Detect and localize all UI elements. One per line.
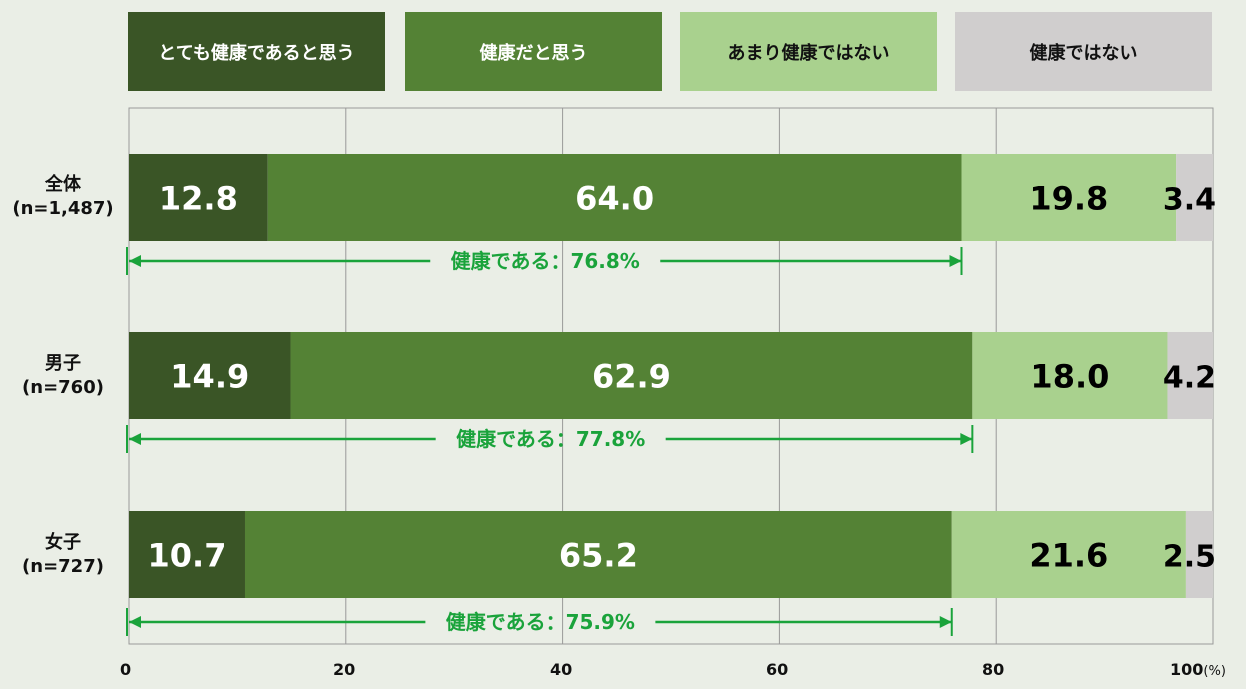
legend-label: 健康だと思う — [479, 42, 588, 64]
legend-item-not-healthy: 健康ではない — [955, 12, 1212, 91]
data-label: 65.2 — [559, 537, 638, 575]
x-tick-label-20: 20 — [333, 660, 356, 679]
bar-segment — [961, 154, 1177, 241]
data-label: 18.0 — [1030, 358, 1109, 396]
data-label: 14.9 — [170, 358, 249, 396]
data-label: 64.0 — [575, 180, 654, 218]
bar-segment — [1167, 332, 1213, 419]
annotation-arrowhead-right — [960, 433, 973, 445]
legend-label: あまり健康ではない — [727, 42, 890, 64]
legend-item-healthy: 健康だと思う — [405, 12, 662, 91]
annotation-arrowhead-right — [939, 616, 952, 628]
data-label: 62.9 — [592, 358, 671, 396]
annotation-label: 健康である：77.8% — [456, 427, 645, 451]
bar-segment — [290, 332, 973, 419]
data-label: 19.8 — [1029, 180, 1108, 218]
legend-item-very-healthy: とても健康であると思う — [128, 12, 385, 91]
x-axis-unit: (%) — [1203, 664, 1226, 679]
x-tick-label-60: 60 — [766, 660, 789, 679]
bar-segment — [972, 332, 1168, 419]
legend-label: 健康ではない — [1029, 42, 1138, 64]
annotation-arrowhead-left — [129, 255, 141, 267]
x-tick-label-100-value: 100 — [1170, 660, 1204, 679]
bar-segment — [244, 511, 952, 598]
annotation-arrowhead-left — [129, 616, 141, 628]
legend-item-not-very-healthy: あまり健康ではない — [680, 12, 937, 91]
data-label: 2.5 — [1163, 540, 1216, 575]
x-tick-label-80: 80 — [982, 660, 1005, 679]
legend-label: とても健康であると思う — [158, 42, 355, 64]
data-label: 12.8 — [159, 180, 238, 218]
x-tick-label-40: 40 — [550, 660, 573, 679]
bar-segment — [267, 154, 962, 241]
x-tick-label-100: 100(%) — [1170, 660, 1226, 679]
bar-segment — [1176, 154, 1213, 241]
data-label: 21.6 — [1029, 537, 1108, 575]
annotation-label: 健康である：75.9% — [446, 610, 635, 634]
x-tick-label-0: 0 — [120, 660, 132, 679]
data-label: 4.2 — [1163, 361, 1216, 396]
data-label: 3.4 — [1163, 183, 1216, 218]
data-label: 10.7 — [148, 537, 227, 575]
annotation-arrowhead-left — [129, 433, 141, 445]
category-label-all: 全体 (n=1,487) — [12, 174, 114, 219]
bar-segment — [129, 332, 291, 419]
bar-segment — [1185, 511, 1213, 598]
bar-segment — [129, 511, 245, 598]
bar-segment — [129, 154, 268, 241]
category-label-girls: 女子 (n=727) — [22, 532, 104, 577]
bar-segment — [951, 511, 1186, 598]
category-label-boys: 男子 (n=760) — [22, 353, 104, 398]
annotation-label: 健康である：76.8% — [451, 249, 640, 273]
annotation-arrowhead-right — [949, 255, 962, 267]
